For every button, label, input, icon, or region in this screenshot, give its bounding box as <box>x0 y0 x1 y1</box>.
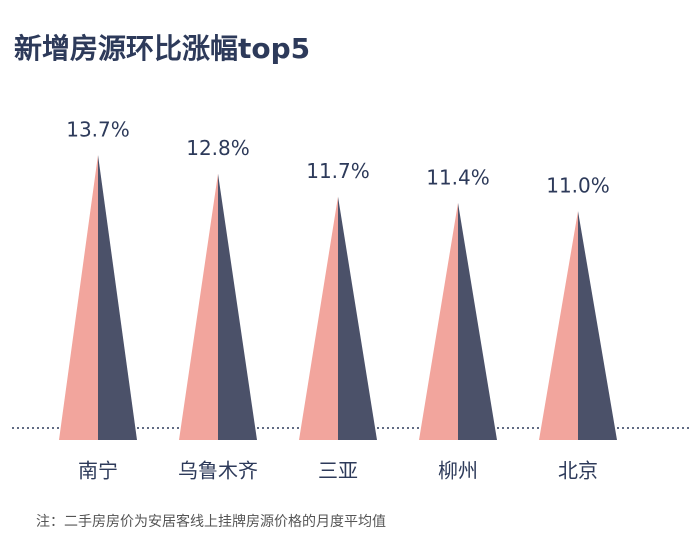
value-label: 11.0% <box>546 174 610 198</box>
pyramid-left <box>179 173 218 440</box>
value-label: 11.4% <box>426 165 490 189</box>
value-label: 13.7% <box>66 118 130 142</box>
category-label: 南宁 <box>78 459 118 483</box>
pyramid-left <box>539 211 578 440</box>
value-label: 11.7% <box>306 159 370 183</box>
pyramid-right <box>578 211 617 440</box>
pyramid-left <box>299 196 338 440</box>
category-label: 柳州 <box>438 459 478 483</box>
pyramid-right <box>458 202 497 440</box>
category-label: 三亚 <box>318 459 358 483</box>
footnote: 注：二手房房价为安居客线上挂牌房源价格的月度平均值 <box>36 513 386 530</box>
pyramid-left <box>419 202 458 440</box>
value-label: 12.8% <box>186 136 250 160</box>
category-label: 乌鲁木齐 <box>178 459 258 483</box>
pyramid-left <box>59 155 98 440</box>
pyramid-right <box>338 196 377 440</box>
chart-title: 新增房源环比涨幅top5 <box>14 32 310 65</box>
pyramid-right <box>98 155 137 440</box>
category-label: 北京 <box>558 459 598 483</box>
pyramid-right <box>218 173 257 440</box>
